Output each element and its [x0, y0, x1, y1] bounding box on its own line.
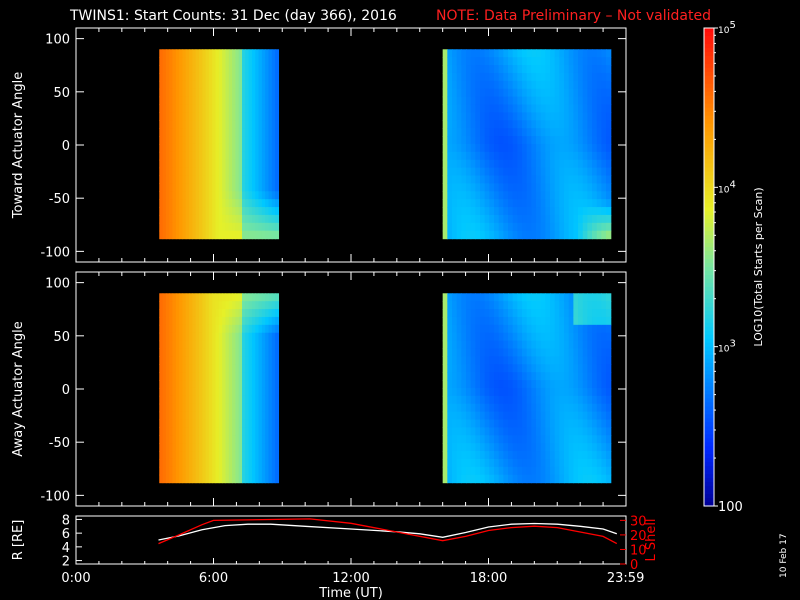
data-block-toward-1: [442, 49, 612, 240]
ytick-label-away: 100: [45, 277, 70, 292]
ytick-label-away: -50: [49, 436, 70, 451]
colorbar-tick-label: 103: [718, 339, 736, 355]
ytick-label-away: -100: [40, 489, 70, 504]
ytick-label-toward: 0: [62, 139, 70, 154]
time-tick-label: 12:00: [332, 571, 369, 586]
time-tick-label: 23:59: [607, 571, 644, 586]
colorbar-label: LOG10(Total Starts per Scan): [752, 187, 765, 346]
orbit-ylabel-right: L Shell: [644, 518, 659, 561]
orbit-ylabel-left: R [RE]: [11, 520, 26, 561]
data-block-away-1: [442, 293, 612, 484]
orbit-ytick-label-left: 2: [62, 555, 70, 570]
colorbar-tick-label: 105: [718, 20, 736, 36]
orbit-ytick-label-right: 30: [630, 514, 647, 529]
ylabel-away: Away Actuator Angle: [11, 321, 26, 456]
orbit-ytick-label-left: 8: [62, 513, 70, 528]
colorbar-tick-label: 104: [718, 179, 736, 195]
ylabel-toward: Toward Actuator Angle: [11, 72, 26, 219]
orbit-ytick-label-right: 0: [630, 558, 638, 573]
orbit-ytick-label-right: 20: [630, 529, 647, 544]
preliminary-note: NOTE: Data Preliminary – Not validated: [436, 8, 711, 24]
ytick-label-toward: 100: [45, 33, 70, 48]
orbit-line-r: [158, 522, 618, 541]
time-tick-label: 6:00: [199, 571, 228, 586]
data-block-away-0: [159, 293, 280, 484]
ytick-label-toward: -50: [49, 192, 70, 207]
data-block-toward-0: [159, 49, 280, 240]
ytick-label-away: 50: [53, 330, 70, 345]
time-tick-label: 18:00: [470, 571, 507, 586]
colorbar-frame: [703, 27, 715, 507]
orbit-ytick-label-left: 6: [62, 527, 70, 542]
colorbar-gradient: [704, 28, 714, 507]
orbit-line-lshell: [158, 518, 618, 545]
chart-title: TWINS1: Start Counts: 31 Dec (day 366), …: [70, 8, 397, 24]
ytick-label-away: 0: [62, 383, 70, 398]
colorbar-tick-label: 100: [718, 500, 743, 515]
orbit-ytick-label-left: 4: [62, 541, 70, 556]
ytick-label-toward: -100: [40, 245, 70, 260]
orbit-ytick-label-right: 10: [630, 543, 647, 558]
date-stamp: 10 Feb 17: [779, 533, 789, 578]
time-tick-label: 0:00: [61, 571, 90, 586]
time-axis-label: Time (UT): [318, 586, 383, 600]
ytick-label-toward: 50: [53, 86, 70, 101]
